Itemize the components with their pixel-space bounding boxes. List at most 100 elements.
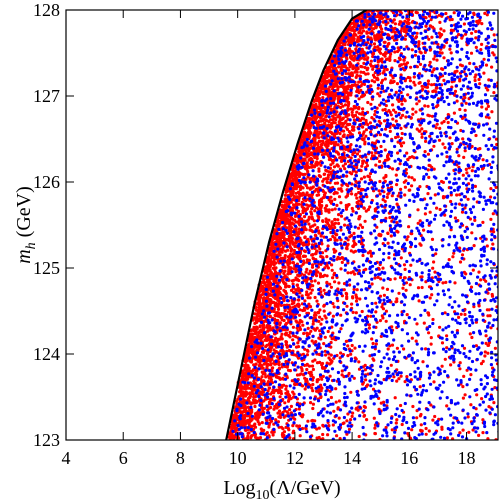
data-point [318,275,323,279]
data-point [352,239,356,243]
data-point [379,81,384,85]
data-point [386,347,390,351]
data-point [253,412,258,416]
data-point [461,396,465,400]
data-point [288,253,293,257]
data-point [269,293,273,297]
data-point [430,83,434,87]
data-point [399,403,403,408]
data-point [359,70,363,74]
data-point [403,185,407,189]
data-point [283,197,287,201]
data-point [414,339,418,343]
data-point [345,127,349,131]
data-point [281,427,285,431]
data-point [405,61,410,65]
data-point [441,281,445,285]
data-point [283,309,287,313]
data-point [339,155,343,159]
data-point [431,418,435,422]
data-point [416,221,420,225]
data-point [352,128,356,132]
data-point [286,310,290,314]
data-point [272,236,276,240]
data-point [470,231,474,235]
data-point [306,326,310,330]
data-point [272,300,276,304]
data-point [423,150,427,154]
data-point [335,69,339,73]
data-point [313,233,317,237]
data-point [468,332,472,336]
data-point [287,395,291,399]
data-point [258,309,262,313]
data-point [352,58,356,62]
data-point [288,369,292,373]
data-point [427,429,431,433]
data-point [460,253,465,257]
data-point [469,285,474,289]
data-point [371,67,375,71]
data-point [272,263,276,267]
data-point [357,97,361,101]
data-point [399,126,403,130]
data-point [326,433,330,437]
data-point [328,282,332,286]
data-point [357,434,361,439]
data-point [406,157,410,161]
data-point [357,80,361,84]
data-point [449,199,453,204]
data-point [242,420,247,424]
data-point [391,103,395,107]
data-point [232,426,236,430]
data-point [400,131,404,136]
data-point [452,111,456,115]
data-point [420,84,424,88]
data-point [381,286,385,290]
data-point [360,137,364,141]
data-point [406,235,410,239]
data-point [331,314,335,318]
data-point [262,290,266,294]
data-point [270,256,274,260]
data-point [246,377,250,381]
data-point [358,17,362,21]
data-point [378,192,382,196]
data-point [492,91,496,95]
data-point [448,136,452,140]
data-point [441,142,445,146]
data-point [430,35,434,39]
data-point [361,125,365,129]
data-point [397,48,401,52]
data-point [410,336,414,340]
data-point [347,100,351,104]
data-point [299,139,303,143]
data-point [302,331,306,336]
data-point [254,362,258,366]
data-point [345,194,349,198]
data-point [301,172,305,177]
data-point [438,207,442,212]
data-point [369,59,373,63]
data-point [273,304,277,308]
data-point [266,265,271,269]
data-point [388,216,392,220]
data-point [291,261,295,265]
data-point [424,347,428,351]
data-point [445,404,449,408]
data-point [310,217,315,221]
data-point [256,436,260,440]
data-point [327,157,331,162]
data-point [334,233,338,237]
data-point [309,401,313,405]
data-point [315,378,319,382]
data-point [474,133,478,138]
data-point [337,195,342,199]
data-point [394,119,398,123]
data-point [336,218,340,222]
data-point [276,420,280,424]
data-point [271,433,275,437]
data-point [316,143,320,147]
data-point [378,94,382,98]
data-point [364,118,368,123]
